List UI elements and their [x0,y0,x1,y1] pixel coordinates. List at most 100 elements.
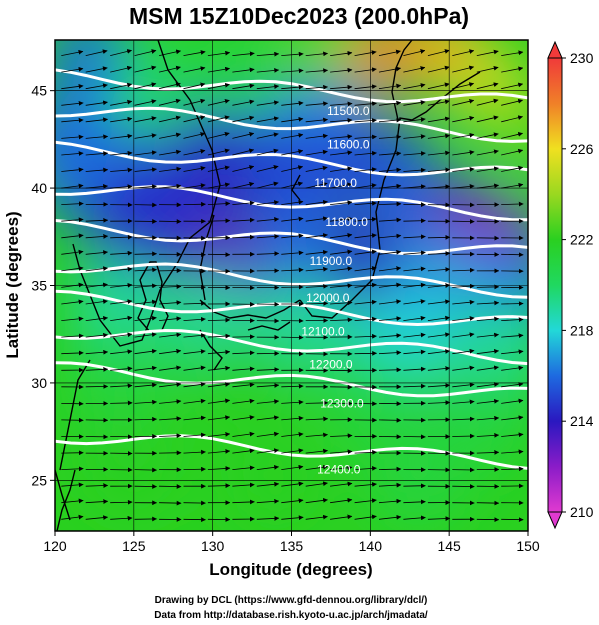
wind-arrow [159,115,181,123]
wind-arrow [330,50,353,56]
plot-area: 11500.0 11600.0 11700.0 11800.0 11900.0 12000… [55,40,528,531]
wind-arrow [378,117,402,123]
wind-arrow [476,332,499,338]
wind-arrow [403,134,426,139]
wind-arrow [452,98,475,106]
wind-arrow [476,65,499,73]
wind-arrow [232,285,255,291]
x-tick-label: 130 [201,538,225,554]
wind-arrow [427,116,450,123]
wind-arrow [305,199,328,205]
wind-arrow [354,266,377,272]
wind-arrow [501,365,524,371]
contour-label: 11600.0 [327,137,370,151]
wind-arrow [427,251,451,256]
wind-arrow [183,300,206,306]
wind-arrow [85,100,108,106]
wind-arrow [476,183,499,189]
wind-arrow [305,249,328,255]
wind-arrow [134,99,157,106]
wind-arrow [85,117,108,123]
wind-arrow [232,115,255,123]
wind-arrow [476,500,500,506]
wind-arrow [232,448,255,454]
wind-arrow [305,266,328,272]
wind-arrow [378,151,402,156]
contour-label: 12200.0 [309,357,353,371]
colorbar: 210 214 218 222 226 230 [547,40,594,530]
wind-arrow [452,382,475,388]
wind-arrow [354,482,377,487]
wind-arrow [354,316,377,322]
colorbar-tick-label: 226 [570,141,594,157]
wind-arrow [61,466,84,472]
wind-arrow [476,98,499,106]
wind-arrow [110,150,133,156]
wind-arrow [452,150,475,156]
wind-arrow [183,415,206,421]
wind-arrow [305,133,328,139]
wind-arrow [85,234,109,239]
wind-arrow [61,49,84,56]
wind-arrow [183,349,206,355]
wind-arrow [232,165,255,172]
wind-arrow [256,84,280,90]
wind-arrow [110,234,133,240]
wind-arrow [256,165,279,172]
wind-arrow [305,216,328,222]
wind-arrow [378,183,402,189]
wind-arrow [159,132,181,139]
wind-arrow [403,234,426,240]
wind-arrow [232,131,255,139]
colorbar-body [547,57,563,513]
x-axis-label: Longitude (degrees) [209,560,372,579]
wind-arrow [427,150,451,156]
wind-arrow [378,217,402,223]
x-tick-label: 120 [43,538,67,554]
wind-arrow [207,82,230,90]
y-tick-label: 40 [31,180,47,196]
wind-arrow [403,483,426,489]
wind-arrow [159,316,182,322]
wind-arrow [159,82,181,90]
wind-arrow [452,267,475,273]
wind-arrow [85,349,109,355]
contour-label: 11800.0 [325,215,368,229]
wind-arrow [281,250,304,256]
wind-arrow [85,282,108,288]
wind-arrow [134,82,157,90]
wind-arrow [232,51,255,57]
wind-arrow [159,300,182,306]
wind-arrow [330,150,353,156]
wind-arrow [207,148,230,156]
wind-arrow [61,333,84,339]
wind-arrow [134,202,157,208]
wind-arrow [159,98,181,106]
wind-arrow [403,117,426,123]
wind-arrow [427,167,451,173]
wind-arrow [183,183,206,189]
wind-arrow [378,514,402,520]
wind-arrow [501,317,524,323]
wind-arrow [256,431,279,437]
wind-arrow [256,148,279,156]
wind-arrow [354,50,377,56]
wind-arrow [85,167,109,173]
wind-arrow [159,65,181,73]
wind-arrow [378,498,402,504]
wind-arrow [330,249,353,255]
wind-arrow [452,115,475,123]
wind-arrow [476,450,500,455]
colorbar-top-triangle [547,40,563,59]
wind-arrow [378,333,402,338]
wind-arrow [501,398,524,404]
wind-arrow [330,134,353,140]
wind-arrow [305,181,328,189]
wind-arrow [378,233,402,239]
wind-arrow [501,165,524,172]
wind-arrow [427,400,451,405]
wind-arrow [501,131,523,139]
wind-arrow [110,49,132,56]
wind-arrow [183,132,206,139]
wind-arrow [330,117,353,123]
